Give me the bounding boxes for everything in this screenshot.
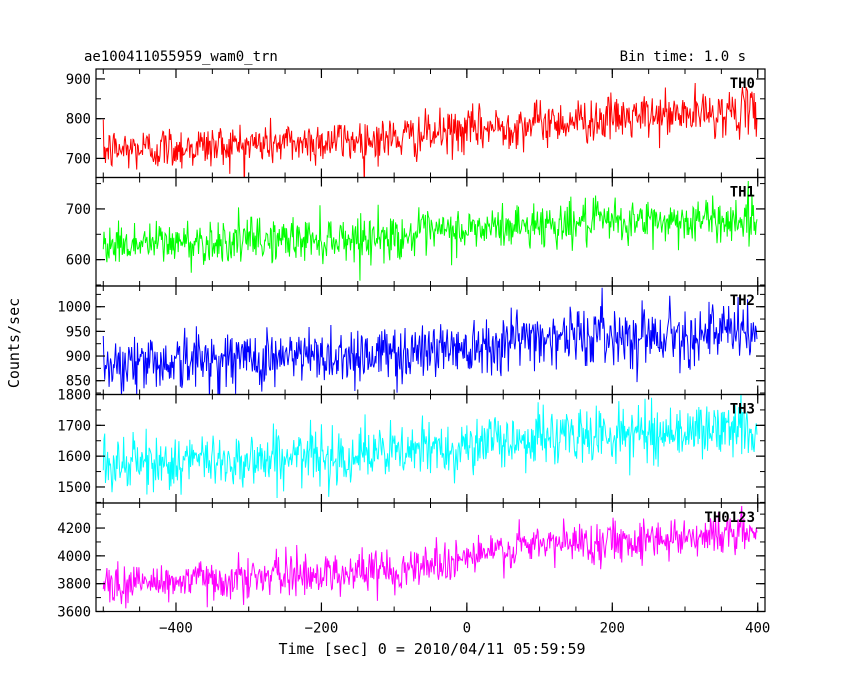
panel-label-th0: TH0 — [730, 76, 755, 92]
y-tick-label: 1000 — [57, 300, 91, 316]
y-tick-label: 3600 — [57, 605, 91, 621]
y-tick-label: 4200 — [57, 521, 91, 537]
x-tick-labels: −400 −200 0 200 400 — [159, 621, 770, 637]
panel-label-th1: TH1 — [730, 185, 755, 201]
series-line-th0 — [102, 83, 758, 178]
panel-th3: 1500 1600 1700 1800 TH3 — [57, 388, 766, 504]
series-line-th1 — [102, 181, 758, 281]
panel-label-th0123: TH0123 — [704, 510, 755, 526]
panel-frame — [95, 393, 766, 504]
panel-label-th3: TH3 — [730, 402, 755, 418]
panel-frame — [95, 68, 766, 179]
x-tick-label: 200 — [600, 621, 625, 637]
x-tick-label: 400 — [745, 621, 770, 637]
y-tick-label: 600 — [66, 253, 91, 269]
x-tick-label: 0 — [463, 621, 471, 637]
panel-th0: 700 800 900 TH0 — [66, 68, 766, 179]
y-tick-label: 700 — [66, 151, 91, 167]
y-tick-label: 800 — [66, 112, 91, 128]
panel-th0123: 3600 3800 4000 4200 TH0123 — [57, 502, 766, 621]
y-tick-label: 900 — [66, 72, 91, 88]
y-tick-label: 1600 — [57, 449, 91, 465]
y-tick-label: 950 — [66, 324, 91, 340]
y-tick-label: 1800 — [57, 388, 91, 404]
y-tick-label: 3800 — [57, 577, 91, 593]
x-tick-label: −400 — [159, 621, 193, 637]
y-axis-label: Counts/sec — [5, 298, 23, 388]
series-line-th0123 — [102, 505, 758, 609]
y-tick-label: 1700 — [57, 418, 91, 434]
y-tick-label: 1500 — [57, 480, 91, 496]
x-tick-label: −200 — [305, 621, 339, 637]
y-tick-label: 700 — [66, 202, 91, 218]
y-tick-label: 4000 — [57, 549, 91, 565]
panel-frame — [95, 502, 766, 613]
panel-th1: 600 700 TH1 — [66, 176, 766, 287]
series-line-th3 — [102, 394, 758, 498]
y-tick-label: 850 — [66, 374, 91, 390]
chart-title-right: Bin time: 1.0 s — [620, 49, 746, 65]
panel-label-th2: TH2 — [730, 293, 755, 309]
panels-group: 700 800 900 TH0 600 700 TH1 850 900 950 1000 TH2 150… — [57, 68, 766, 621]
x-axis-label: Time [sec] 0 = 2010/04/11 05:59:59 — [278, 640, 585, 658]
y-tick-label: 900 — [66, 349, 91, 365]
series-line-th2 — [102, 287, 758, 395]
panel-th2: 850 900 950 1000 TH2 — [57, 285, 766, 396]
chart-title-left: ae100411055959_wam0_trn — [84, 49, 278, 65]
